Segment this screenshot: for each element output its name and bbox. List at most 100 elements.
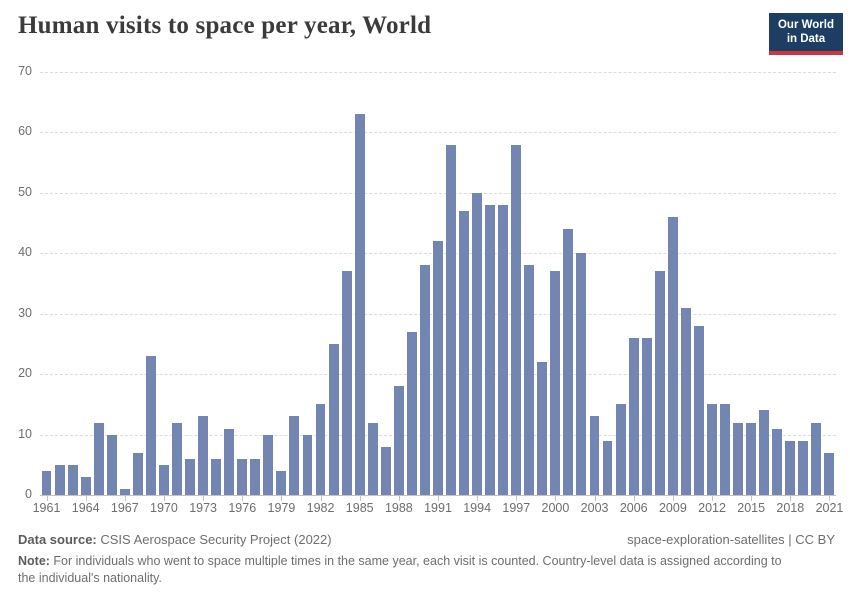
- bar-1969[interactable]: [145, 356, 156, 495]
- bar-2021[interactable]: [824, 452, 835, 495]
- bar-2009[interactable]: [667, 217, 678, 495]
- bar-2008[interactable]: [654, 271, 665, 495]
- bar-1997[interactable]: [511, 144, 522, 495]
- bar-1988[interactable]: [393, 386, 404, 495]
- bar-1987[interactable]: [380, 446, 391, 495]
- x-tick-1994: [477, 496, 479, 501]
- y-tick-label-60: 60: [18, 124, 32, 139]
- x-tick-1991: [438, 496, 439, 501]
- bar-1979[interactable]: [276, 470, 287, 495]
- bar-1983[interactable]: [328, 343, 339, 495]
- bar-2003[interactable]: [589, 416, 600, 495]
- bar-1981[interactable]: [302, 434, 313, 495]
- bar-2001[interactable]: [563, 229, 574, 495]
- bar-2012[interactable]: [706, 404, 717, 495]
- bar-1989[interactable]: [406, 331, 417, 495]
- bar-slot-1976: [236, 72, 249, 495]
- bar-2010[interactable]: [680, 307, 691, 495]
- bar-1980[interactable]: [289, 416, 300, 495]
- bar-1995[interactable]: [485, 204, 496, 495]
- bar-1991[interactable]: [432, 241, 443, 495]
- bar-1967[interactable]: [119, 488, 130, 495]
- bar-1975[interactable]: [224, 428, 235, 495]
- bar-slot-1995: [484, 72, 497, 495]
- bar-slot-2014: [731, 72, 744, 495]
- bar-1978[interactable]: [263, 434, 274, 495]
- x-tick-label-1973: 1973: [189, 501, 218, 515]
- license-text: space-exploration-satellites | CC BY: [627, 532, 835, 547]
- bar-slot-1984: [340, 72, 353, 495]
- bar-slot-1972: [184, 72, 197, 495]
- bar-slot-1991: [431, 72, 444, 495]
- bar-slot-2013: [718, 72, 731, 495]
- y-tick-label-20: 20: [18, 366, 32, 381]
- gridline-50: [40, 192, 836, 194]
- bar-slot-2011: [692, 72, 705, 495]
- x-tick-2006: [633, 496, 635, 501]
- bar-2005[interactable]: [615, 404, 626, 495]
- bar-2018[interactable]: [785, 440, 796, 495]
- bar-2007[interactable]: [641, 337, 652, 495]
- source-row: Data source: CSIS Aerospace Security Pro…: [18, 532, 835, 547]
- bar-1982[interactable]: [315, 404, 326, 495]
- bar-slot-2010: [679, 72, 692, 495]
- bar-2016[interactable]: [759, 410, 770, 495]
- bar-1984[interactable]: [341, 271, 352, 495]
- bar-1976[interactable]: [237, 458, 248, 495]
- bar-1972[interactable]: [185, 458, 195, 495]
- bar-1973[interactable]: [198, 416, 209, 495]
- bar-2000[interactable]: [550, 271, 561, 495]
- bar-1974[interactable]: [211, 458, 222, 495]
- bar-1985[interactable]: [354, 114, 365, 495]
- bar-2020[interactable]: [811, 422, 822, 495]
- bar-1968[interactable]: [132, 452, 143, 495]
- bar-1977[interactable]: [250, 458, 261, 495]
- bar-slot-1970: [157, 72, 170, 495]
- bar-2017[interactable]: [772, 428, 783, 495]
- bar-2002[interactable]: [576, 253, 587, 495]
- bar-slot-1988: [392, 72, 405, 495]
- bar-1963[interactable]: [67, 464, 78, 495]
- bar-slot-1975: [223, 72, 236, 495]
- bar-1993[interactable]: [459, 211, 469, 495]
- x-tick-label-1970: 1970: [150, 501, 178, 515]
- bar-1992[interactable]: [446, 144, 456, 495]
- bar-1986[interactable]: [367, 422, 378, 495]
- x-tick-1997: [516, 496, 518, 501]
- bar-2015[interactable]: [746, 422, 756, 495]
- bar-1999[interactable]: [537, 362, 548, 495]
- bar-slot-1967: [118, 72, 131, 495]
- bar-1971[interactable]: [172, 422, 182, 495]
- bar-2013[interactable]: [720, 404, 730, 495]
- bar-2011[interactable]: [693, 325, 704, 495]
- bar-2014[interactable]: [733, 422, 743, 495]
- bar-slot-2008: [653, 72, 666, 495]
- y-tick-label-40: 40: [18, 245, 32, 260]
- x-tick-label-1988: 1988: [384, 501, 413, 515]
- bar-2004[interactable]: [602, 440, 613, 495]
- bar-1962[interactable]: [54, 464, 65, 495]
- bar-1990[interactable]: [419, 265, 430, 495]
- bar-2019[interactable]: [798, 440, 809, 495]
- bar-series: [40, 72, 836, 495]
- x-tick-label-1976: 1976: [228, 501, 257, 515]
- x-tick-1979: [281, 496, 283, 501]
- bar-1964[interactable]: [80, 476, 91, 495]
- source-label: Data source:: [18, 532, 97, 547]
- y-tick-label-30: 30: [18, 305, 32, 320]
- bar-2006[interactable]: [628, 337, 639, 495]
- x-tick-2003: [594, 496, 596, 501]
- owid-logo[interactable]: Our World in Data: [768, 13, 843, 55]
- bar-1961[interactable]: [41, 470, 52, 495]
- bar-1996[interactable]: [498, 204, 509, 495]
- bar-slot-1999: [536, 72, 549, 495]
- bar-1970[interactable]: [158, 464, 169, 495]
- x-tick-1985: [359, 496, 361, 501]
- bar-1965[interactable]: [93, 422, 104, 495]
- bar-1994[interactable]: [472, 192, 483, 495]
- source-text: CSIS Aerospace Security Project (2022): [96, 532, 332, 547]
- bar-1966[interactable]: [106, 434, 117, 495]
- bar-slot-1998: [523, 72, 536, 495]
- bar-1998[interactable]: [524, 265, 535, 495]
- x-tick-label-2009: 2009: [658, 501, 687, 515]
